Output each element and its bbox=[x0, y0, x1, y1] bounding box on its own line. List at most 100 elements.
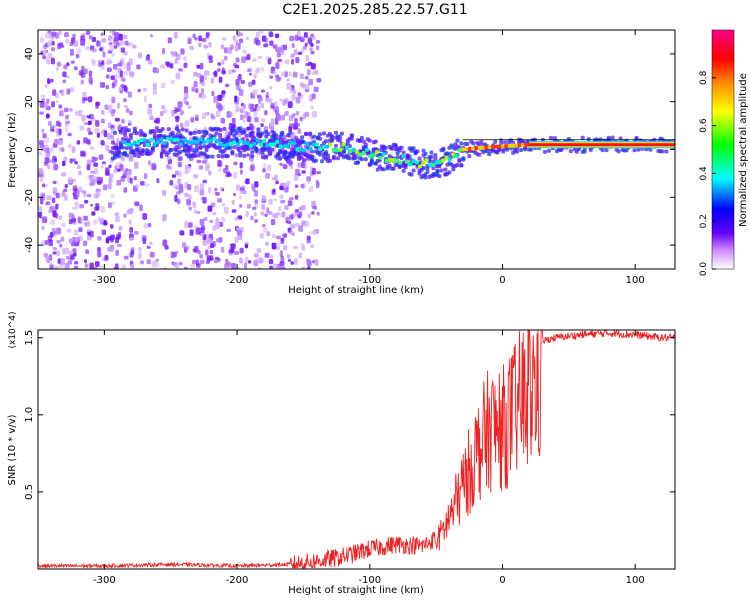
spectrogram-noise-cell bbox=[266, 231, 271, 237]
spectrogram-noise-cell bbox=[229, 111, 233, 117]
spectrogram-noise-cell bbox=[251, 79, 256, 85]
spectrogram-noise-cell bbox=[99, 47, 103, 52]
spectrogram-peak-cell bbox=[195, 139, 200, 144]
spectrogram-noise-cell bbox=[91, 36, 97, 43]
spectrogram-noise-cell bbox=[255, 67, 260, 74]
spectrogram-noise-cell bbox=[44, 84, 48, 88]
spectrogram-noise-cell bbox=[57, 258, 61, 265]
spectrogram-noise-cell bbox=[108, 60, 113, 64]
spectrogram-noise-cell bbox=[214, 187, 218, 192]
spectrogram-noise-cell bbox=[51, 47, 56, 52]
spectrogram-peak-cell bbox=[368, 154, 373, 159]
spectrogram-noise-cell bbox=[170, 251, 175, 259]
spectrogram-halo-cell bbox=[228, 131, 233, 136]
spectrogram-halo-cell bbox=[234, 130, 239, 135]
spectrogram-noise-cell bbox=[183, 86, 189, 94]
spectrogram-noise-cell bbox=[41, 128, 45, 133]
spectrogram-halo-cell bbox=[176, 128, 181, 133]
spectrogram-halo-cell bbox=[391, 166, 396, 171]
spectrogram-noise-cell bbox=[178, 103, 182, 111]
spectrogram-noise-cell bbox=[81, 114, 86, 122]
spectrogram-noise-cell bbox=[196, 65, 201, 69]
spectrogram-halo-cell bbox=[421, 166, 426, 171]
spectrogram-peak-cell bbox=[228, 141, 233, 146]
spectrogram-peak-cell bbox=[129, 142, 134, 147]
spectrogram-noise-cell bbox=[196, 72, 202, 78]
spectrogram-peak-cell bbox=[238, 139, 243, 144]
spectrogram-peak-cell bbox=[454, 154, 459, 159]
spectrogram-noise-cell bbox=[97, 216, 101, 223]
spectrogram-noise-cell bbox=[301, 204, 306, 211]
spectrogram-noise-cell bbox=[100, 205, 105, 213]
spectrogram-noise-cell bbox=[111, 83, 115, 89]
spectrogram-noise-cell bbox=[253, 109, 258, 117]
spectrogram-noise-cell bbox=[239, 114, 244, 121]
spectrogram-noise-cell bbox=[203, 73, 208, 80]
spectrogram-halo-cell bbox=[280, 130, 285, 135]
spectrogram-noise-cell bbox=[174, 170, 179, 176]
spectrogram-halo-cell bbox=[588, 147, 593, 152]
spectrogram-noise-cell bbox=[93, 267, 98, 269]
spectrogram-noise-cell bbox=[290, 261, 294, 265]
spectrogram-halo-cell bbox=[421, 148, 426, 153]
spectrogram-noise-cell bbox=[190, 157, 195, 161]
spectrogram-noise-cell bbox=[123, 63, 127, 70]
spectrogram-noise-cell bbox=[286, 78, 290, 82]
spectrogram-peak-cell bbox=[202, 139, 207, 144]
spectrogram-noise-cell bbox=[162, 47, 166, 55]
spectrogram-noise-cell bbox=[259, 232, 264, 239]
spectrogram-noise-cell bbox=[264, 110, 268, 116]
spectrogram-noise-cell bbox=[175, 53, 181, 61]
spectrogram-noise-cell bbox=[291, 43, 295, 49]
spectrogram-noise-cell bbox=[241, 184, 246, 188]
spectrogram-halo-cell bbox=[158, 133, 163, 138]
spectrogram-noise-cell bbox=[59, 42, 64, 47]
spectrogram-halo-cell bbox=[606, 135, 611, 140]
spectrogram-noise-cell bbox=[84, 259, 88, 264]
spectrogram-noise-cell bbox=[100, 265, 104, 269]
spectrogram-noise-cell bbox=[123, 255, 129, 260]
spectrogram-noise-cell bbox=[198, 165, 203, 170]
spectrogram-noise-cell bbox=[108, 173, 114, 179]
spectrogram-noise-cell bbox=[284, 59, 290, 65]
spectrogram-noise-cell bbox=[108, 41, 113, 46]
spectrogram-noise-cell bbox=[219, 268, 221, 269]
spectrogram-noise-cell bbox=[140, 260, 144, 265]
spectrogram-noise-cell bbox=[174, 107, 178, 111]
spectrogram-noise-cell bbox=[275, 180, 279, 185]
spectrogram-noise-cell bbox=[147, 160, 151, 166]
spectrogram-noise-cell bbox=[138, 252, 142, 260]
spectrogram-halo-cell bbox=[250, 150, 255, 155]
spectrogram-halo-cell bbox=[493, 139, 498, 144]
spectrogram-noise-cell bbox=[128, 219, 132, 225]
spectrogram-noise-cell bbox=[180, 48, 185, 55]
spectrogram-noise-cell bbox=[40, 94, 46, 98]
spectrogram-noise-cell bbox=[221, 90, 226, 95]
spectrogram-noise-cell bbox=[258, 30, 264, 34]
spectrogram-halo-cell bbox=[395, 155, 400, 160]
spectrogram-noise-cell bbox=[309, 97, 314, 102]
spectrogram-peak-cell bbox=[394, 158, 399, 163]
spectrogram-noise-cell bbox=[142, 237, 147, 245]
spectrogram-noise-cell bbox=[263, 43, 269, 48]
spectrogram-noise-cell bbox=[55, 133, 61, 137]
spectrogram-noise-cell bbox=[301, 161, 305, 169]
spectrogram-noise-cell bbox=[309, 47, 313, 51]
spectrogram-halo-cell bbox=[323, 139, 328, 144]
spectrogram-noise-cell bbox=[103, 130, 108, 138]
spectrogram-noise-cell bbox=[273, 198, 278, 202]
spectrogram-noise-cell bbox=[192, 259, 197, 265]
spectrogram-noise-cell bbox=[47, 40, 53, 47]
spectrogram-noise-cell bbox=[188, 206, 193, 211]
spectrogram-peak-cell bbox=[295, 147, 300, 152]
spectrogram-noise-cell bbox=[78, 227, 83, 232]
spectrogram-halo-cell bbox=[459, 163, 464, 168]
spectrogram-noise-cell bbox=[107, 50, 113, 54]
spectrogram-noise-cell bbox=[145, 56, 151, 61]
spectrogram-peak-cell bbox=[189, 140, 194, 145]
spectrogram-noise-cell bbox=[106, 67, 112, 73]
spectrogram-noise-cell bbox=[59, 89, 63, 94]
spectrogram-peak-cell bbox=[232, 140, 237, 145]
spectrogram-noise-cell bbox=[248, 103, 254, 110]
spectrogram-noise-cell bbox=[202, 179, 207, 184]
